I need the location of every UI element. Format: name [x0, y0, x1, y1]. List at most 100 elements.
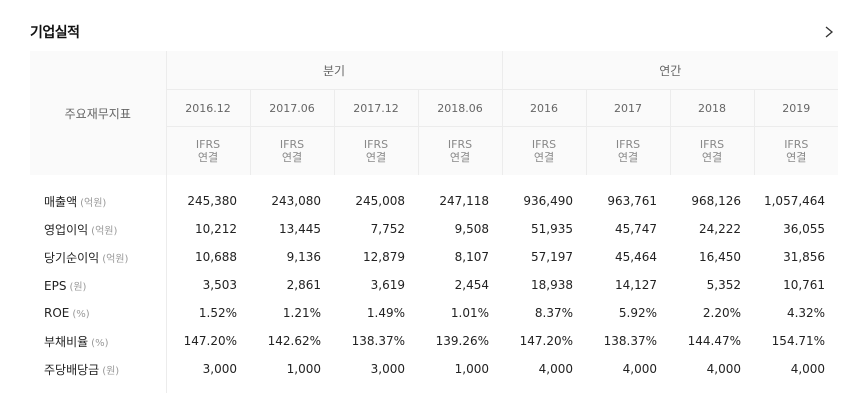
table-cell: 10,688: [195, 250, 237, 264]
standard-ifrs-label: IFRS: [699, 138, 725, 151]
table-cell: 36,055: [783, 222, 826, 236]
table-cell: 154.71%: [771, 334, 826, 348]
row-label-cell: 매출액 (억원): [30, 187, 167, 215]
standard-header-row: IFRS 연결 IFRS 연결 IFRS 연결 IFRS 연결 IFRS 연결 IFRS 연결 IFRS…: [30, 126, 839, 175]
standard-header: IFRS 연결: [754, 126, 839, 175]
table-cell: 138.37%: [603, 334, 658, 348]
spacer-cell: [30, 383, 167, 393]
table-cell: 139.26%: [435, 334, 490, 348]
row-label: EPS: [44, 278, 67, 293]
table-cell: 144.47%: [687, 334, 742, 348]
standard-ifrs-label: IFRS: [531, 138, 557, 151]
standard-ifrs-label: IFRS: [615, 138, 641, 151]
table-cell: 8.37%: [534, 306, 574, 320]
row-unit: (원): [102, 365, 120, 377]
table-cell: 1.52%: [198, 306, 237, 320]
standard-ifrs-label: IFRS: [195, 138, 221, 151]
table-row: 부채비율 (%) 147.20% 142.62% 138.37% 139.26% 147.2…: [30, 327, 838, 355]
table-cell: 5.92%: [618, 306, 658, 320]
row-label-cell: 주당배당금 (원): [30, 355, 167, 383]
standard-header: IFRS 연결: [670, 126, 755, 175]
standard-consolidated-label: 연결: [449, 151, 471, 164]
table-row: EPS (원) 3,503 2,861 3,619 2,454 18,938 14,127 5,…: [30, 271, 838, 299]
table-cell: 31,856: [783, 250, 826, 264]
table-cell: 10,761: [783, 278, 826, 292]
row-label-cell: ROE (%): [30, 299, 167, 327]
row-label: 영업이익: [44, 222, 89, 237]
table-cell: 9,508: [454, 222, 490, 236]
row-unit: (억원): [80, 197, 107, 209]
table-cell: 247,118: [439, 194, 490, 208]
period-header: 2016.12: [166, 89, 251, 127]
table-cell: 245,008: [355, 194, 405, 208]
row-unit: (원): [69, 281, 87, 293]
row-label-cell: 부채비율 (%): [30, 327, 167, 355]
table-cell: 4,000: [790, 362, 826, 376]
standard-ifrs-label: IFRS: [447, 138, 473, 151]
row-label: ROE: [44, 306, 70, 320]
spacer-cell: [30, 175, 167, 187]
period-header: 2018: [670, 89, 755, 127]
period-header-row: 2016.12 2017.06 2017.12 2018.06 2016 2017 2018…: [30, 89, 839, 127]
corner-label: 주요재무지표: [30, 51, 167, 175]
standard-consolidated-label: 연결: [533, 151, 555, 164]
chevron-right-icon[interactable]: [822, 25, 836, 39]
table-cell: 13,445: [279, 222, 321, 236]
financial-table: 주요재무지표 분기 연간 2016.12 2017.06 2017.12 2018.0…: [30, 51, 839, 393]
spacer-cell: [166, 383, 838, 393]
table-row: 주당배당금 (원) 3,000 1,000 3,000 1,000 4,000 4,000 4,…: [30, 355, 838, 383]
table-cell: 1,000: [454, 362, 490, 376]
table-cell: 1,000: [286, 362, 321, 376]
table-cell: 9,136: [286, 250, 321, 264]
standard-consolidated-label: 연결: [786, 151, 807, 164]
table-cell: 10,212: [195, 222, 237, 236]
spacer-row: [30, 383, 838, 393]
table-cell: 5,352: [706, 278, 742, 292]
table-cell: 4.32%: [786, 306, 826, 320]
table-cell: 245,380: [187, 194, 237, 208]
row-label: 당기순이익: [44, 250, 100, 265]
period-header: 2018.06: [418, 89, 503, 127]
group-header-row: 주요재무지표 분기 연간: [30, 51, 839, 175]
table-cell: 3,619: [370, 278, 405, 292]
table-cell: 1.01%: [450, 306, 490, 320]
row-label: 주당배당금: [44, 362, 100, 377]
table-cell: 968,126: [691, 194, 742, 208]
table-cell: 2,861: [286, 278, 321, 292]
table-cell: 1.49%: [366, 306, 405, 320]
row-label-cell: EPS (원): [30, 271, 167, 299]
table-row: 영업이익 (억원) 10,212 13,445 7,752 9,508 51,935 45,7…: [30, 215, 838, 243]
group-annual: 연간: [502, 51, 839, 90]
table-cell: 16,450: [699, 250, 742, 264]
standard-header: IFRS 연결: [334, 126, 419, 175]
standard-consolidated-label: 연결: [617, 151, 639, 164]
row-unit: (억원): [91, 225, 118, 237]
table-cell: 14,127: [615, 278, 658, 292]
table-cell: 243,080: [271, 194, 321, 208]
table-cell: 936,490: [523, 194, 574, 208]
period-header: 2017.06: [250, 89, 335, 127]
row-label: 매출액: [44, 194, 78, 209]
row-label: 부채비율: [44, 334, 89, 349]
row-unit: (억원): [102, 253, 129, 265]
standard-consolidated-label: 연결: [701, 151, 723, 164]
standard-ifrs-label: IFRS: [279, 138, 305, 151]
section-title: 기업실적: [30, 25, 80, 41]
section-header: 기업실적: [30, 22, 838, 42]
table-cell: 1,057,464: [763, 194, 826, 208]
period-header: 2019: [754, 89, 839, 127]
spacer-row: [30, 175, 838, 187]
table-cell: 45,464: [615, 250, 658, 264]
table-cell: 57,197: [531, 250, 574, 264]
standard-header: IFRS 연결: [250, 126, 335, 175]
row-label-cell: 당기순이익 (억원): [30, 243, 167, 271]
table-cell: 18,938: [531, 278, 574, 292]
period-header: 2016: [502, 89, 587, 127]
table-cell: 3,000: [202, 362, 237, 376]
table-row: 매출액 (억원) 245,380 243,080 245,008 247,118 936,4…: [30, 187, 838, 215]
table-cell: 2.20%: [702, 306, 742, 320]
table-cell: 142.62%: [267, 334, 321, 348]
table-row: 당기순이익 (억원) 10,688 9,136 12,879 8,107 57,197 45,…: [30, 243, 838, 271]
standard-ifrs-label: IFRS: [363, 138, 389, 151]
table-cell: 12,879: [363, 250, 405, 264]
